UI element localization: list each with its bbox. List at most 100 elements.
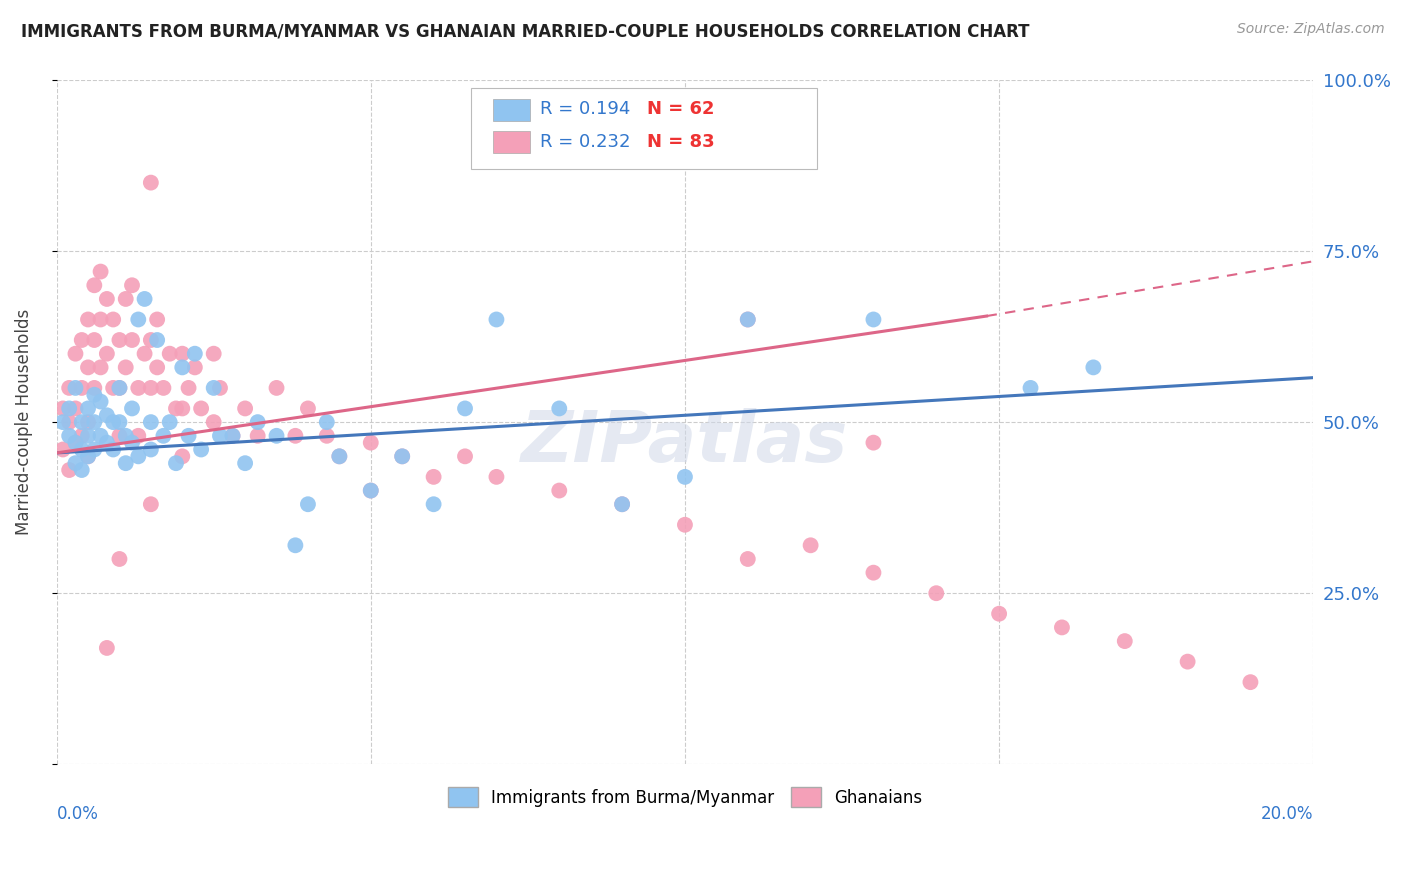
Point xyxy=(58,415,80,429)
Point xyxy=(65,347,87,361)
Point xyxy=(52,415,75,429)
Point xyxy=(108,552,131,566)
Text: 0.0%: 0.0% xyxy=(56,805,98,823)
Point xyxy=(1050,620,1073,634)
Point xyxy=(114,429,136,443)
Point xyxy=(83,278,105,293)
Point xyxy=(360,435,382,450)
Point xyxy=(139,415,162,429)
Point xyxy=(114,292,136,306)
Point xyxy=(83,388,105,402)
Text: N = 83: N = 83 xyxy=(647,133,714,152)
Point xyxy=(548,401,571,416)
Point xyxy=(548,483,571,498)
Point xyxy=(391,450,413,464)
Point xyxy=(70,381,93,395)
Point xyxy=(96,435,118,450)
Point xyxy=(925,586,948,600)
Point xyxy=(159,415,181,429)
Point xyxy=(65,435,87,450)
Y-axis label: Married-couple Households: Married-couple Households xyxy=(15,309,32,535)
Point xyxy=(1019,381,1042,395)
Point xyxy=(83,442,105,457)
Point xyxy=(121,435,143,450)
Point xyxy=(70,415,93,429)
Point xyxy=(1114,634,1136,648)
Point xyxy=(114,456,136,470)
Point xyxy=(83,333,105,347)
Point xyxy=(52,401,75,416)
Point xyxy=(127,429,149,443)
Point xyxy=(165,401,187,416)
Point xyxy=(360,483,382,498)
Point xyxy=(139,442,162,457)
Text: N = 62: N = 62 xyxy=(647,101,714,119)
Point xyxy=(184,347,207,361)
Point xyxy=(221,429,243,443)
Point xyxy=(284,429,307,443)
FancyBboxPatch shape xyxy=(492,99,530,121)
Point xyxy=(1083,360,1105,375)
Point xyxy=(108,381,131,395)
Text: Source: ZipAtlas.com: Source: ZipAtlas.com xyxy=(1237,22,1385,37)
Point xyxy=(58,401,80,416)
Point xyxy=(246,415,269,429)
Point xyxy=(101,312,124,326)
Point xyxy=(121,333,143,347)
Point xyxy=(96,347,118,361)
Point xyxy=(96,292,118,306)
Point xyxy=(610,497,633,511)
Point xyxy=(77,450,100,464)
Point xyxy=(328,450,350,464)
Point xyxy=(146,360,169,375)
Point xyxy=(737,312,759,326)
Point xyxy=(862,312,884,326)
Point xyxy=(737,312,759,326)
Text: 20.0%: 20.0% xyxy=(1261,805,1313,823)
Text: R = 0.194: R = 0.194 xyxy=(540,101,631,119)
Point xyxy=(172,347,194,361)
Point xyxy=(77,429,100,443)
Point xyxy=(202,381,225,395)
Point xyxy=(77,312,100,326)
Point xyxy=(454,401,477,416)
Point xyxy=(139,381,162,395)
Point xyxy=(862,435,884,450)
Point xyxy=(146,312,169,326)
Point xyxy=(315,415,337,429)
Point xyxy=(108,429,131,443)
Point xyxy=(208,429,231,443)
Point xyxy=(96,640,118,655)
Point xyxy=(77,450,100,464)
Point xyxy=(184,360,207,375)
Point xyxy=(284,538,307,552)
Point xyxy=(70,463,93,477)
Point xyxy=(165,456,187,470)
Point xyxy=(172,360,194,375)
Point xyxy=(65,401,87,416)
Point xyxy=(90,264,112,278)
Point xyxy=(108,381,131,395)
Point xyxy=(65,456,87,470)
Point xyxy=(83,381,105,395)
Point xyxy=(233,456,256,470)
Point xyxy=(266,429,288,443)
Point xyxy=(454,450,477,464)
Point xyxy=(65,435,87,450)
Point xyxy=(172,401,194,416)
Point xyxy=(233,401,256,416)
Point xyxy=(266,381,288,395)
Point xyxy=(673,517,696,532)
Point xyxy=(159,347,181,361)
Point xyxy=(108,415,131,429)
Point xyxy=(172,450,194,464)
Point xyxy=(121,401,143,416)
Point xyxy=(127,450,149,464)
Point xyxy=(800,538,823,552)
Text: ZIPatlas: ZIPatlas xyxy=(522,409,849,477)
Point xyxy=(101,381,124,395)
Point xyxy=(70,333,93,347)
Point xyxy=(328,450,350,464)
Point xyxy=(485,312,508,326)
Point xyxy=(83,415,105,429)
